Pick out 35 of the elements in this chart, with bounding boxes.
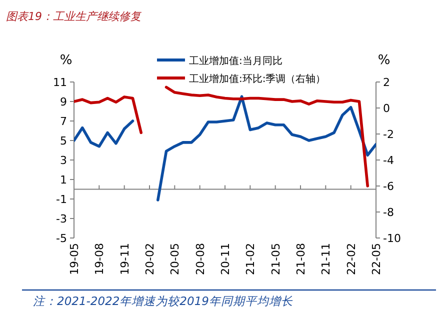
y2-tick-label: 2 xyxy=(383,76,390,89)
x-tick-label: 21-02 xyxy=(244,243,258,275)
y2-tick-label: -2 xyxy=(383,128,394,141)
y-axis-title: % xyxy=(60,53,72,68)
y-tick-label: 7 xyxy=(60,115,67,128)
x-tick-label: 20-11 xyxy=(219,243,232,275)
y-tick-label: 11 xyxy=(53,76,67,89)
x-tick-label: 21-05 xyxy=(269,243,282,275)
y-tick-label: -3 xyxy=(56,212,67,226)
legend-label: 工业增加值:当月同比 xyxy=(189,55,282,67)
y2-tick-label: -4 xyxy=(383,154,394,167)
chart-title: 图表19：工业生产继续修复 xyxy=(6,10,142,23)
text: 注：2021-2022年增速为较2019年同期平均增长 xyxy=(33,294,293,308)
y-tick-label: -1 xyxy=(56,193,67,206)
y-tick-label: 5 xyxy=(60,134,67,148)
y2-tick-label: 0 xyxy=(383,102,390,115)
y-tick-label: 3 xyxy=(60,154,67,167)
x-tick-label: 19-11 xyxy=(118,243,132,275)
y-tick-label: -5 xyxy=(56,232,67,245)
x-tick-label: 21-08 xyxy=(294,243,308,275)
x-tick-label: 22-02 xyxy=(344,243,358,275)
x-tick-label: 21-11 xyxy=(320,243,333,275)
x-tick-label: 20-08 xyxy=(194,243,207,275)
y2-tick-label: -10 xyxy=(383,232,401,245)
x-tick-label: 19-05 xyxy=(68,243,81,275)
y2-tick-label: -8 xyxy=(383,206,394,219)
x-tick-label: 19-08 xyxy=(93,243,106,275)
y2-axis-title: % xyxy=(378,53,390,68)
y-tick-label: 9 xyxy=(60,96,67,108)
y-tick-label: 1 xyxy=(60,174,67,186)
y2-tick-label: -6 xyxy=(383,180,394,193)
x-tick-label: 22-05 xyxy=(370,243,383,275)
legend-label: 工业增加值:环比:季调（右轴） xyxy=(189,73,326,85)
x-tick-label: 20-02 xyxy=(144,243,156,275)
x-tick-label: 20-05 xyxy=(168,243,182,275)
